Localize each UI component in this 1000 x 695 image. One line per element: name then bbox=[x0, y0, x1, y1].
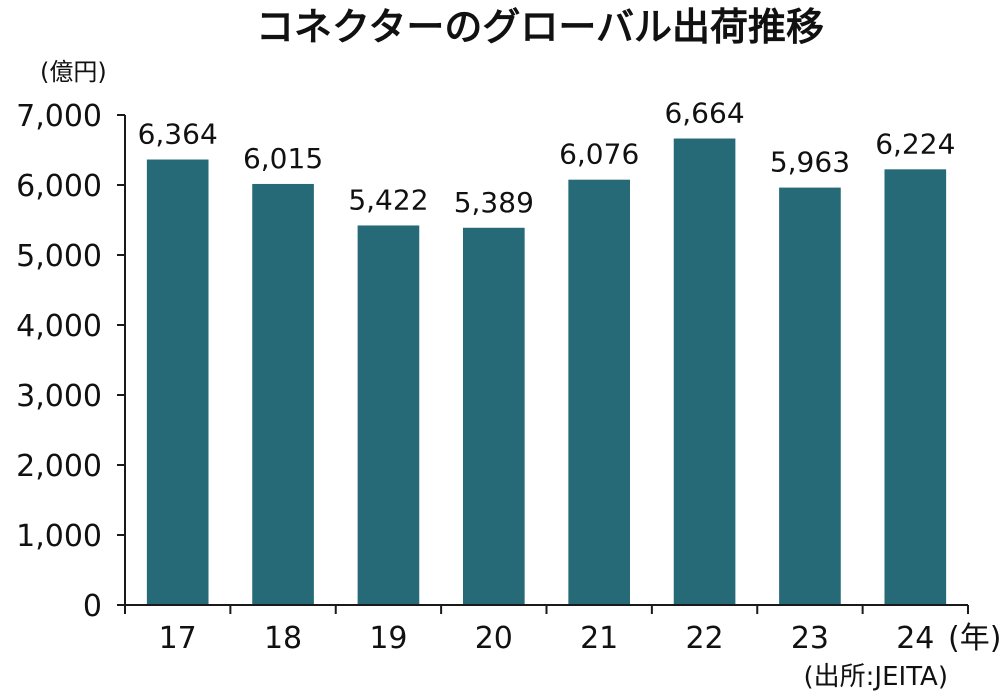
bar-value-label: 6,364 bbox=[138, 118, 218, 151]
x-tick-label: 23 bbox=[791, 621, 829, 656]
y-axis-unit-label: (億円) bbox=[40, 58, 107, 86]
y-tick-label: 0 bbox=[83, 589, 102, 624]
x-tick-label: 22 bbox=[685, 621, 723, 656]
bar bbox=[357, 225, 420, 605]
y-tick-label: 2,000 bbox=[16, 449, 102, 484]
x-tick-label: 17 bbox=[159, 621, 197, 656]
bar bbox=[252, 183, 314, 605]
x-tick-label: 20 bbox=[475, 621, 513, 656]
x-tick-label: 24 bbox=[896, 621, 934, 656]
bar-value-label: 6,015 bbox=[243, 142, 323, 175]
x-tick-label: 19 bbox=[369, 621, 407, 656]
source-note: (出所:JEITA) bbox=[804, 662, 948, 692]
bar bbox=[779, 187, 841, 605]
bar bbox=[884, 169, 947, 605]
x-axis-unit-label: (年) bbox=[948, 621, 1000, 656]
y-tick-label: 6,000 bbox=[16, 169, 102, 204]
bar bbox=[146, 159, 209, 605]
bar-value-label: 6,664 bbox=[664, 97, 744, 130]
bar-value-label: 5,389 bbox=[454, 186, 534, 219]
plot-area: 0 1,000 2,000 3,000 4,000 5,000 6,000 7,000 6,36… bbox=[16, 97, 969, 656]
y-tick-label: 5,000 bbox=[16, 239, 102, 274]
y-tick-label: 4,000 bbox=[16, 309, 102, 344]
bar-value-label: 5,963 bbox=[770, 146, 850, 179]
x-tick-label: 18 bbox=[264, 621, 302, 656]
bar-value-label: 6,224 bbox=[875, 127, 955, 160]
y-tick-label: 7,000 bbox=[16, 99, 102, 134]
y-tick-label: 1,000 bbox=[16, 519, 102, 554]
bar bbox=[673, 138, 736, 605]
chart-title: コネクターのグローバル出荷推移 bbox=[256, 5, 824, 49]
bar bbox=[568, 179, 631, 605]
bar-value-label: 5,422 bbox=[348, 183, 428, 216]
y-tick-label: 3,000 bbox=[16, 379, 102, 414]
x-tick-label: 21 bbox=[580, 621, 618, 656]
bar bbox=[462, 227, 525, 605]
bar-value-label: 6,076 bbox=[559, 138, 639, 171]
